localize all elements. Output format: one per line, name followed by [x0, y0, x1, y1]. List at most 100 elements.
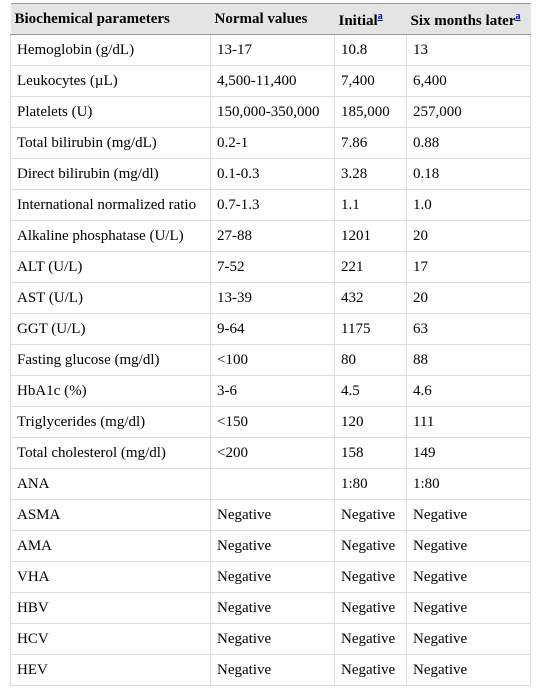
table-cell: 7.86: [334, 127, 407, 159]
cell-text: Negative: [217, 506, 272, 523]
table-cell: 0.7-1.3: [210, 189, 335, 221]
table-cell: Negative: [334, 623, 407, 655]
table-cell: 63: [406, 313, 531, 345]
footnote-link[interactable]: a: [515, 11, 521, 22]
table-cell: AST (U/L): [10, 282, 211, 314]
table-row: HbA1c (%) 3-6 4.5 4.6: [10, 375, 531, 407]
header-label: Six months later: [410, 13, 516, 29]
cell-text: Negative: [341, 506, 396, 523]
table-cell: Triglycerides (mg/dl): [10, 406, 211, 438]
table-row: Direct bilirubin (mg/dl) 0.1-0.3 3.28 0.18: [10, 158, 531, 190]
table-cell: 1175: [334, 313, 407, 345]
table-cell: VHA: [10, 561, 211, 593]
table-row: Leukocytes (µL) 4,500-11,400 7,400 6,400: [10, 65, 531, 97]
cell-text: 13-17: [217, 41, 252, 58]
table-cell: ANA: [10, 468, 211, 500]
cell-text: 4.5: [341, 382, 360, 399]
cell-text: Total bilirubin (mg/dL): [17, 134, 157, 151]
table-cell: 1.0: [406, 189, 531, 221]
table-cell: 88: [406, 344, 531, 376]
table-cell: 221: [334, 251, 407, 283]
table-cell: Negative: [406, 561, 531, 593]
table-cell: 17: [406, 251, 531, 283]
table-cell: <150: [210, 406, 335, 438]
cell-text: 0.2-1: [217, 134, 249, 151]
table-cell: Total cholesterol (mg/dl): [10, 437, 211, 469]
table-cell: Negative: [210, 592, 335, 624]
table-cell: 150,000-350,000: [210, 96, 335, 128]
table-cell: 20: [406, 220, 531, 252]
table-cell: 158: [334, 437, 407, 469]
table-cell: GGT (U/L): [10, 313, 211, 345]
table-row: International normalized ratio 0.7-1.3 1.1…: [10, 189, 531, 221]
cell-text: 1:80: [341, 475, 368, 492]
cell-text: Negative: [413, 599, 468, 616]
cell-text: Triglycerides (mg/dl): [17, 413, 146, 430]
table-row: Triglycerides (mg/dl) <150 120 111: [10, 406, 531, 438]
table-row: AMA Negative Negative Negative: [10, 530, 531, 562]
cell-text: 149: [413, 444, 436, 461]
header-label: Initial: [338, 13, 378, 29]
header-cell: Biochemical parameters: [10, 3, 211, 35]
table-cell: HEV: [10, 654, 211, 686]
header-cell: Normal values: [210, 3, 335, 35]
cell-text: Negative: [217, 537, 272, 554]
cell-text: 0.88: [413, 134, 440, 151]
table-row: Fasting glucose (mg/dl) <100 80 88: [10, 344, 531, 376]
table-cell: HBV: [10, 592, 211, 624]
table-cell: 20: [406, 282, 531, 314]
table-row: HCV Negative Negative Negative: [10, 623, 531, 655]
cell-text: 20: [413, 289, 428, 306]
table-cell: Total bilirubin (mg/dL): [10, 127, 211, 159]
table-cell: Leukocytes (µL): [10, 65, 211, 97]
table-cell: 3.28: [334, 158, 407, 190]
cell-text: AMA: [17, 537, 53, 554]
footnote-marker: a: [378, 8, 383, 22]
table-cell: 9-64: [210, 313, 335, 345]
cell-text: Negative: [341, 599, 396, 616]
table-cell: 27-88: [210, 220, 335, 252]
table-cell: Platelets (U): [10, 96, 211, 128]
footnote-link[interactable]: a: [377, 11, 383, 22]
cell-text: 4.6: [413, 382, 432, 399]
cell-text: <150: [217, 413, 248, 430]
table-cell: <100: [210, 344, 335, 376]
table-cell: Negative: [210, 530, 335, 562]
header-row: Biochemical parameters Normal values Initi…: [10, 3, 531, 35]
cell-text: 13: [413, 41, 428, 58]
table-cell: 0.18: [406, 158, 531, 190]
cell-text: 158: [341, 444, 364, 461]
cell-text: ANA: [17, 475, 50, 492]
cell-text: Negative: [413, 630, 468, 647]
cell-text: Leukocytes (µL): [17, 72, 118, 89]
cell-text: <200: [217, 444, 248, 461]
table-row: Total cholesterol (mg/dl) <200 158 149: [10, 437, 531, 469]
cell-text: 3.28: [341, 165, 368, 182]
cell-text: 4,500-11,400: [217, 72, 297, 89]
cell-text: 257,000: [413, 103, 462, 120]
table-cell: 4.5: [334, 375, 407, 407]
cell-text: Total cholesterol (mg/dl): [17, 444, 166, 461]
cell-text: International normalized ratio: [17, 196, 197, 213]
header-label: Normal values: [214, 10, 308, 27]
cell-text: 150,000-350,000: [217, 103, 320, 120]
cell-text: HCV: [17, 630, 49, 647]
cell-text: ALT (U/L): [17, 258, 83, 275]
table-cell: Negative: [334, 561, 407, 593]
table-cell: Negative: [406, 499, 531, 531]
cell-text: Direct bilirubin (mg/dl): [17, 165, 159, 182]
table-cell: 1:80: [334, 468, 407, 500]
cell-text: Platelets (U): [17, 103, 93, 120]
cell-text: Negative: [413, 661, 468, 678]
cell-text: <100: [217, 351, 248, 368]
table-cell: 432: [334, 282, 407, 314]
cell-text: HEV: [17, 661, 48, 678]
table-cell: 0.88: [406, 127, 531, 159]
cell-text: AST (U/L): [17, 289, 83, 306]
table-cell: Negative: [406, 592, 531, 624]
cell-text: 120: [341, 413, 364, 430]
cell-text: Negative: [413, 568, 468, 585]
cell-text: HbA1c (%): [17, 382, 87, 399]
cell-text: 88: [413, 351, 428, 368]
